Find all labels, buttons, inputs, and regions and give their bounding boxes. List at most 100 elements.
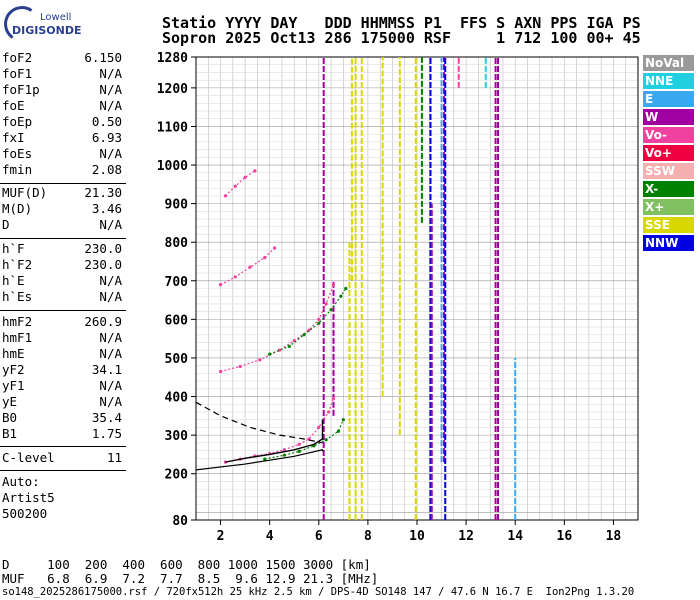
- param-row: hmF2 260.9: [2, 314, 122, 330]
- legend-item: Vo-: [643, 127, 694, 143]
- y-tick-label: 1000: [157, 159, 188, 174]
- echo-trace: [225, 170, 256, 197]
- param-label: B1: [2, 426, 18, 441]
- param-label: B0: [2, 410, 18, 425]
- param-label: foE: [2, 98, 25, 113]
- param-label: D: [2, 217, 10, 232]
- param-label: h`F: [2, 241, 25, 256]
- legend-item: NNW: [643, 235, 694, 251]
- y-tick-label: 500: [165, 352, 189, 367]
- param-row: B1 1.75: [2, 426, 122, 442]
- param-label: foEs: [2, 146, 33, 161]
- param-label: fmin: [2, 162, 33, 177]
- param-value: 21.30: [84, 185, 122, 200]
- param-row: foE N/A: [2, 98, 122, 114]
- param-value: N/A: [99, 217, 122, 232]
- y-tick-label: 400: [165, 391, 189, 406]
- y-tick-label: 1280: [157, 51, 188, 66]
- legend-item: SSW: [643, 163, 694, 179]
- param-row: h`F2 230.0: [2, 257, 122, 273]
- legend-item: NoVal: [643, 55, 694, 71]
- legend-item: Vo+: [643, 145, 694, 161]
- param-value: 34.1: [91, 362, 122, 377]
- param-value: N/A: [99, 66, 122, 81]
- param-value: 6.93: [91, 130, 122, 145]
- param-row: fxI 6.93: [2, 130, 122, 146]
- param-row: foF2 6.150: [2, 50, 122, 66]
- echo-trace: [220, 284, 335, 373]
- param-label: hmF2: [2, 314, 33, 329]
- param-row: MUF(D) 21.30: [2, 185, 122, 201]
- legend-item: X+: [643, 199, 694, 215]
- param-label: hmE: [2, 346, 25, 361]
- x-tick-label: 2: [217, 529, 225, 544]
- y-tick-label: 1200: [157, 82, 188, 97]
- y-tick-label: 600: [165, 313, 189, 328]
- x-tick-label: 4: [266, 529, 274, 544]
- auto-label: Auto:: [2, 474, 40, 489]
- param-value: 2.08: [91, 162, 122, 177]
- legend-item: NNE: [643, 73, 694, 89]
- param-value: N/A: [99, 346, 122, 361]
- param-row: C-level 11: [2, 450, 122, 466]
- param-value: 11: [106, 450, 122, 465]
- param-row: foEp 0.50: [2, 114, 122, 130]
- param-label: h`Es: [2, 289, 33, 304]
- param-row: fmin 2.08: [2, 162, 122, 178]
- param-value: N/A: [99, 378, 122, 393]
- param-label: yE: [2, 394, 18, 409]
- param-row: h`E N/A: [2, 273, 122, 289]
- virtual-height-profile: [225, 419, 324, 463]
- x-tick-label: 10: [409, 529, 425, 544]
- param-row: foF1p N/A: [2, 82, 122, 98]
- legend-item: W: [643, 109, 694, 125]
- auto-code: 500200: [2, 506, 48, 521]
- true-height-profile: [195, 449, 324, 471]
- param-value: N/A: [99, 98, 122, 113]
- param-row: hmE N/A: [2, 346, 122, 362]
- x-tick-label: 18: [606, 529, 622, 544]
- param-row: yF2 34.1: [2, 362, 122, 378]
- file-info-footer: so148_2025286175000.rsf / 720fx512h 25 k…: [2, 586, 635, 598]
- param-value: N/A: [99, 394, 122, 409]
- legend-item: SSE: [643, 217, 694, 233]
- param-row: foEs N/A: [2, 146, 122, 162]
- param-value: 1.75: [91, 426, 122, 441]
- param-divider: [0, 238, 126, 239]
- y-tick-label: 1100: [157, 120, 188, 135]
- param-value: 6.150: [84, 50, 122, 65]
- param-value: 230.0: [84, 241, 122, 256]
- param-row: h`F 230.0: [2, 241, 122, 257]
- param-value: 3.46: [91, 201, 122, 216]
- param-label: hmF1: [2, 330, 33, 345]
- param-value: N/A: [99, 330, 122, 345]
- param-label: foF1p: [2, 82, 40, 97]
- auto-artist: Artist5: [2, 490, 55, 505]
- param-row: D N/A: [2, 217, 122, 233]
- y-tick-label: 700: [165, 275, 189, 290]
- header-line-2: Sopron 2025 Oct13 286 175000 RSF 1 712 1…: [162, 29, 641, 47]
- param-row: hmF1 N/A: [2, 330, 122, 346]
- param-label: fxI: [2, 130, 25, 145]
- param-row: yF1 N/A: [2, 378, 122, 394]
- param-value: N/A: [99, 273, 122, 288]
- param-label: yF1: [2, 378, 25, 393]
- header-line-1: Statio YYYY DAY DDD HHMMSS P1 FFS S AXN …: [162, 14, 641, 32]
- param-label: foF2: [2, 50, 33, 65]
- echo-trace: [269, 288, 347, 355]
- param-divider: [0, 470, 126, 471]
- x-tick-label: 8: [364, 529, 372, 544]
- param-value: N/A: [99, 82, 122, 97]
- param-label: M(D): [2, 201, 33, 216]
- y-tick-label: 200: [165, 468, 189, 483]
- param-row: foF1 N/A: [2, 66, 122, 82]
- param-value: N/A: [99, 289, 122, 304]
- echo-trace: [264, 419, 344, 460]
- param-row: B0 35.4: [2, 410, 122, 426]
- x-tick-label: 14: [507, 529, 523, 544]
- y-tick-label: 300: [165, 429, 189, 444]
- param-value: 230.0: [84, 257, 122, 272]
- param-value: 260.9: [84, 314, 122, 329]
- param-label: yF2: [2, 362, 25, 377]
- ionogram-chart: 2 4 6 8 10 12 14 16 18 80 200 300 400 500 600 700 800 900…: [157, 51, 639, 544]
